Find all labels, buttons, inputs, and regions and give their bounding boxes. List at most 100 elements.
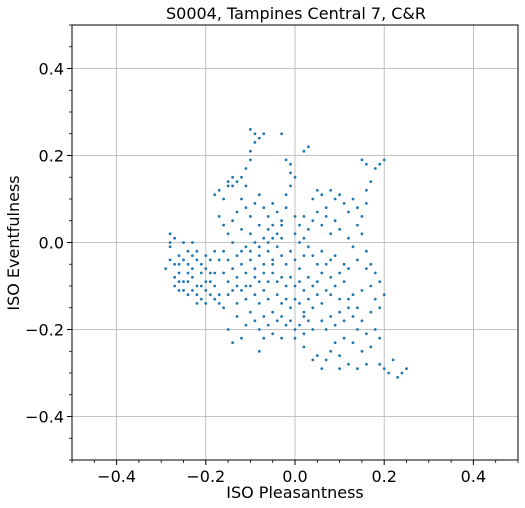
- data-point: [191, 254, 194, 257]
- data-point: [347, 306, 350, 310]
- data-point: [329, 349, 333, 353]
- data-point: [347, 297, 350, 301]
- data-point: [298, 267, 301, 270]
- data-point: [329, 293, 333, 297]
- data-point: [280, 132, 283, 136]
- data-point: [249, 158, 252, 162]
- data-point: [369, 284, 373, 288]
- data-point: [311, 306, 315, 310]
- data-point: [271, 223, 275, 227]
- data-point: [262, 206, 266, 210]
- data-point: [369, 345, 373, 349]
- data-point: [302, 345, 306, 349]
- data-point: [365, 162, 368, 166]
- data-point: [320, 367, 324, 370]
- x-tick-label: 0.4: [461, 467, 486, 486]
- data-point: [226, 232, 230, 236]
- data-point: [284, 193, 288, 197]
- data-point: [338, 354, 341, 357]
- data-point: [311, 219, 315, 223]
- data-point: [257, 280, 261, 283]
- data-point: [173, 275, 177, 279]
- data-point: [329, 188, 333, 192]
- data-point: [226, 258, 230, 262]
- data-point: [396, 376, 399, 379]
- data-point: [271, 262, 275, 266]
- data-point: [231, 175, 235, 179]
- data-point: [249, 149, 252, 153]
- data-point: [280, 275, 283, 279]
- data-point: [222, 306, 226, 310]
- data-point: [235, 254, 239, 257]
- data-point: [315, 293, 319, 297]
- data-point: [315, 280, 319, 283]
- data-point: [329, 275, 333, 279]
- data-point: [351, 293, 355, 297]
- data-point: [168, 258, 172, 262]
- data-point: [195, 302, 199, 305]
- data-point: [373, 328, 377, 331]
- data-point: [164, 267, 168, 270]
- data-point: [356, 206, 359, 210]
- data-point: [262, 236, 266, 240]
- data-point: [360, 232, 364, 236]
- data-point: [307, 275, 310, 279]
- data-point: [217, 188, 221, 192]
- data-point: [244, 284, 248, 288]
- data-point: [244, 245, 248, 249]
- data-point: [257, 193, 261, 197]
- data-point: [360, 319, 364, 323]
- data-point: [195, 284, 199, 288]
- data-point: [168, 245, 172, 249]
- data-point: [266, 280, 270, 283]
- data-point: [284, 284, 288, 288]
- data-point: [284, 158, 288, 162]
- data-point: [191, 241, 194, 244]
- data-point: [271, 332, 275, 336]
- data-point: [182, 241, 185, 244]
- data-point: [195, 249, 199, 253]
- data-point: [204, 267, 208, 270]
- data-point: [231, 219, 235, 223]
- data-point: [338, 193, 341, 197]
- data-point: [369, 310, 373, 314]
- data-point: [280, 223, 283, 227]
- data-point: [391, 358, 395, 362]
- grid-lines: [72, 25, 518, 460]
- data-point: [347, 210, 350, 214]
- data-point: [365, 267, 368, 270]
- data-point: [320, 223, 324, 227]
- data-point: [280, 315, 283, 318]
- data-point: [257, 254, 261, 257]
- data-point: [257, 136, 261, 140]
- data-point: [253, 275, 257, 279]
- data-point: [356, 223, 359, 227]
- data-point: [199, 284, 203, 288]
- data-point: [213, 271, 217, 275]
- data-point: [182, 289, 185, 292]
- data-point: [315, 262, 319, 266]
- data-point: [338, 228, 341, 231]
- data-point: [311, 284, 315, 288]
- data-point: [271, 202, 275, 205]
- data-point: [271, 271, 275, 275]
- data-point: [302, 310, 306, 314]
- data-point: [244, 206, 248, 210]
- data-point: [222, 249, 226, 253]
- data-point: [320, 193, 324, 197]
- data-point: [226, 280, 230, 283]
- data-point: [177, 262, 181, 266]
- data-point: [333, 254, 337, 257]
- data-point: [257, 302, 261, 305]
- data-point: [231, 241, 235, 244]
- data-point: [342, 280, 346, 283]
- data-point: [382, 158, 386, 162]
- data-point: [186, 262, 190, 266]
- data-point: [213, 297, 217, 301]
- data-point: [275, 245, 279, 249]
- axis-ticks: −0.4 −0.2 0.0 0.2 0.4 −0.4 −0.2 0.0 0.2 0.4: [25, 24, 519, 486]
- y-tick-label: −0.4: [25, 408, 64, 427]
- data-point: [298, 323, 301, 327]
- data-point: [253, 319, 257, 323]
- data-point: [253, 202, 257, 205]
